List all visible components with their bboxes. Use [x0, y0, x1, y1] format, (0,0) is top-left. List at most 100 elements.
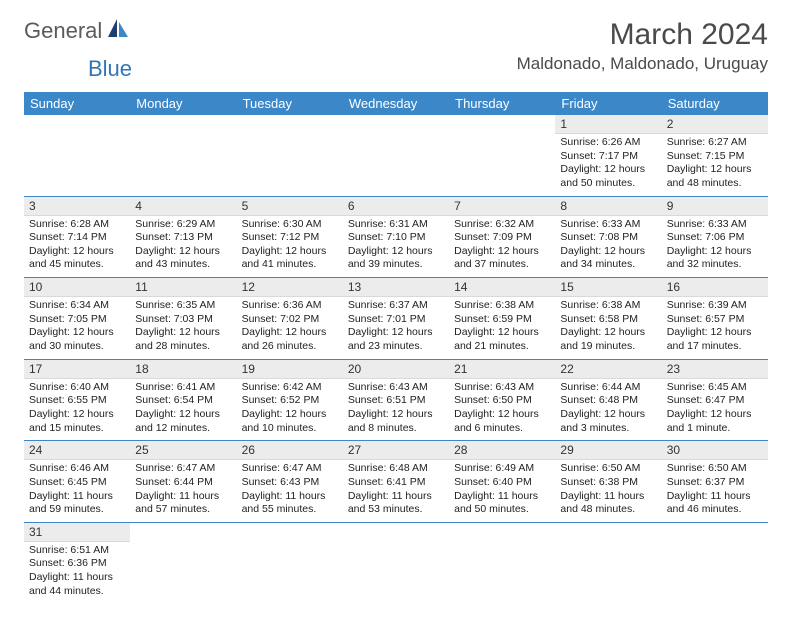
sunrise-line: Sunrise: 6:29 AM: [135, 218, 215, 230]
sunset-line: Sunset: 7:17 PM: [560, 150, 638, 162]
daylight-line: Daylight: 12 hours and 15 minutes.: [29, 408, 114, 434]
day-number: 30: [662, 441, 768, 460]
calendar-page: General March 2024 Maldonado, Maldonado,…: [0, 0, 792, 621]
sunrise-line: Sunrise: 6:43 AM: [454, 381, 534, 393]
sunset-line: Sunset: 6:50 PM: [454, 394, 532, 406]
day-number: 24: [24, 441, 130, 460]
calendar-cell: 10Sunrise: 6:34 AMSunset: 7:05 PMDayligh…: [24, 278, 130, 360]
day-details: Sunrise: 6:43 AMSunset: 6:51 PMDaylight:…: [343, 379, 449, 441]
sunrise-line: Sunrise: 6:33 AM: [560, 218, 640, 230]
calendar-cell: 31Sunrise: 6:51 AMSunset: 6:36 PMDayligh…: [24, 522, 130, 603]
daylight-line: Daylight: 12 hours and 12 minutes.: [135, 408, 220, 434]
sunrise-line: Sunrise: 6:34 AM: [29, 299, 109, 311]
logo-text-general: General: [24, 18, 102, 44]
weekday-header: Friday: [555, 92, 661, 115]
sunrise-line: Sunrise: 6:33 AM: [667, 218, 747, 230]
sunrise-line: Sunrise: 6:35 AM: [135, 299, 215, 311]
calendar-row: 1Sunrise: 6:26 AMSunset: 7:17 PMDaylight…: [24, 115, 768, 196]
calendar-cell-empty: [237, 115, 343, 196]
calendar-cell: 11Sunrise: 6:35 AMSunset: 7:03 PMDayligh…: [130, 278, 236, 360]
calendar-cell: 22Sunrise: 6:44 AMSunset: 6:48 PMDayligh…: [555, 359, 661, 441]
day-number: 7: [449, 197, 555, 216]
day-details: Sunrise: 6:33 AMSunset: 7:06 PMDaylight:…: [662, 216, 768, 278]
sunrise-line: Sunrise: 6:38 AM: [454, 299, 534, 311]
daylight-line: Daylight: 12 hours and 17 minutes.: [667, 326, 752, 352]
calendar-cell: 6Sunrise: 6:31 AMSunset: 7:10 PMDaylight…: [343, 196, 449, 278]
daylight-line: Daylight: 12 hours and 21 minutes.: [454, 326, 539, 352]
daylight-line: Daylight: 12 hours and 28 minutes.: [135, 326, 220, 352]
weekday-header: Saturday: [662, 92, 768, 115]
sunset-line: Sunset: 7:10 PM: [348, 231, 426, 243]
sunrise-line: Sunrise: 6:51 AM: [29, 544, 109, 556]
day-number: 27: [343, 441, 449, 460]
daylight-line: Daylight: 12 hours and 32 minutes.: [667, 245, 752, 271]
day-number: 12: [237, 278, 343, 297]
sunset-line: Sunset: 6:47 PM: [667, 394, 745, 406]
day-number: 15: [555, 278, 661, 297]
calendar-cell: 2Sunrise: 6:27 AMSunset: 7:15 PMDaylight…: [662, 115, 768, 196]
daylight-line: Daylight: 11 hours and 55 minutes.: [242, 490, 326, 516]
day-details: Sunrise: 6:34 AMSunset: 7:05 PMDaylight:…: [24, 297, 130, 359]
calendar-cell: 28Sunrise: 6:49 AMSunset: 6:40 PMDayligh…: [449, 441, 555, 523]
calendar-cell: 9Sunrise: 6:33 AMSunset: 7:06 PMDaylight…: [662, 196, 768, 278]
daylight-line: Daylight: 11 hours and 59 minutes.: [29, 490, 113, 516]
sunrise-line: Sunrise: 6:47 AM: [135, 462, 215, 474]
sunrise-line: Sunrise: 6:37 AM: [348, 299, 428, 311]
day-details: Sunrise: 6:35 AM Sunset: 7:03 PMDaylight:…: [130, 297, 236, 359]
day-details: Sunrise: 6:39 AMSunset: 6:57 PMDaylight:…: [662, 297, 768, 359]
calendar-cell: 17Sunrise: 6:40 AMSunset: 6:55 PMDayligh…: [24, 359, 130, 441]
daylight-line: Daylight: 12 hours and 39 minutes.: [348, 245, 433, 271]
calendar-cell-empty: [555, 522, 661, 603]
daylight-line: Daylight: 11 hours and 46 minutes.: [667, 490, 751, 516]
day-details: Sunrise: 6:41 AMSunset: 6:54 PM Daylight:…: [130, 379, 236, 441]
day-details: Sunrise: 6:50 AMSunset: 6:37 PMDaylight:…: [662, 460, 768, 522]
day-number: 21: [449, 360, 555, 379]
sunset-line: Sunset: 6:59 PM: [454, 313, 532, 325]
day-details: Sunrise: 6:47 AMSunset: 6:44 PMDaylight:…: [130, 460, 236, 522]
day-details: Sunrise: 6:47 AMSunset: 6:43 PMDaylight:…: [237, 460, 343, 522]
sunset-line: Sunset: 6:45 PM: [29, 476, 107, 488]
daylight-line: Daylight: 12 hours and 30 minutes.: [29, 326, 114, 352]
calendar-cell: 14 Sunrise: 6:38 AM Sunset: 6:59 PMDayligh…: [449, 278, 555, 360]
sunset-line: Sunset: 6:40 PM: [454, 476, 532, 488]
daylight-line: Daylight: 11 hours and 50 minutes.: [454, 490, 538, 516]
day-details: Sunrise: 6:43 AMSunset: 6:50 PMDaylight:…: [449, 379, 555, 441]
calendar-cell-empty: [130, 115, 236, 196]
day-details: Sunrise: 6:44 AMSunset: 6:48 PMDaylight:…: [555, 379, 661, 441]
sunrise-line: Sunrise: 6:48 AM: [348, 462, 428, 474]
sunset-line: Sunset: 6:54 PM: [135, 394, 213, 406]
sunset-line: Sunset: 6:51 PM: [348, 394, 426, 406]
sunrise-line: Sunrise: 6:39 AM: [667, 299, 747, 311]
day-number: 4: [130, 197, 236, 216]
sunrise-line: Sunrise: 6:41 AM: [135, 381, 215, 393]
sunrise-line: Sunrise: 6:44 AM: [560, 381, 640, 393]
day-number: 22: [555, 360, 661, 379]
daylight-line: Daylight: 12 hours and 1 minute.: [667, 408, 752, 434]
calendar-table: SundayMondayTuesdayWednesdayThursdayFrid…: [24, 92, 768, 603]
sunrise-line: Sunrise: 6:31 AM: [348, 218, 428, 230]
daylight-line: Daylight: 12 hours and 45 minutes.: [29, 245, 114, 271]
day-details: Sunrise: 6:42 AMSunset: 6:52 PMDaylight:…: [237, 379, 343, 441]
daylight-line: Daylight: 12 hours and 8 minutes.: [348, 408, 433, 434]
calendar-cell: 4Sunrise: 6:29 AMSunset: 7:13 PMDaylight…: [130, 196, 236, 278]
calendar-row: 24Sunrise: 6:46 AMSunset: 6:45 PMDayligh…: [24, 441, 768, 523]
daylight-line: Daylight: 11 hours and 44 minutes.: [29, 571, 113, 597]
sunrise-line: Sunrise: 6:26 AM: [560, 136, 640, 148]
sunrise-line: Sunrise: 6:50 AM: [560, 462, 640, 474]
weekday-header: Thursday: [449, 92, 555, 115]
calendar-cell: 8Sunrise: 6:33 AMSunset: 7:08 PMDaylight…: [555, 196, 661, 278]
daylight-line: Daylight: 12 hours and 26 minutes.: [242, 326, 327, 352]
day-details: Sunrise: 6:27 AMSunset: 7:15 PMDaylight:…: [662, 134, 768, 196]
sunset-line: Sunset: 6:41 PM: [348, 476, 426, 488]
calendar-cell: 18Sunrise: 6:41 AMSunset: 6:54 PMDayligh…: [130, 359, 236, 441]
sunset-line: Sunset: 7:01 PM: [348, 313, 426, 325]
sunset-line: Sunset: 6:52 PM: [242, 394, 320, 406]
calendar-row: 31Sunrise: 6:51 AMSunset: 6:36 PMDayligh…: [24, 522, 768, 603]
day-number: 14: [449, 278, 555, 297]
day-number: 19: [237, 360, 343, 379]
calendar-cell: 29Sunrise: 6:50 AMSunset: 6:38 PMDayligh…: [555, 441, 661, 523]
calendar-cell: 26Sunrise: 6:47 AMSunset: 6:43 PMDayligh…: [237, 441, 343, 523]
weekday-header: Monday: [130, 92, 236, 115]
daylight-line: Daylight: 11 hours and 57 minutes.: [135, 490, 219, 516]
sunset-line: Sunset: 7:03 PM: [135, 313, 213, 325]
